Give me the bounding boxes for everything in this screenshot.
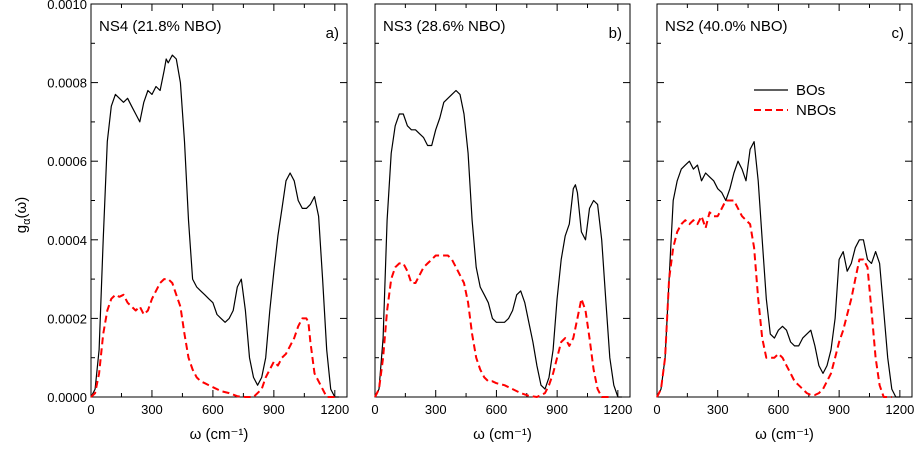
- y-tick-label: 0.0002: [47, 311, 87, 326]
- plot-frame-1: [90, 3, 348, 398]
- legend-label-nbos: NBOs: [796, 102, 836, 119]
- x-tick-label: 1200: [603, 402, 632, 417]
- x-tick-label: 300: [707, 402, 729, 417]
- y-tick-label: 0.0004: [47, 233, 87, 248]
- x-tick-label: 0: [87, 402, 94, 417]
- x-tick-label: 300: [425, 402, 447, 417]
- x-tick-label: 600: [486, 402, 508, 417]
- panel-label: a): [326, 25, 339, 42]
- plot-frame-2: [374, 3, 631, 398]
- series-line-bos: [374, 89, 622, 398]
- panel-title: NS4 (21.8% NBO): [99, 18, 222, 35]
- series-line-bos: [90, 54, 339, 398]
- x-tick-label: 900: [263, 402, 285, 417]
- plot-frame-3: [656, 3, 913, 398]
- legend-label-bos: BOs: [796, 82, 825, 99]
- x-axis-title: ω (cm⁻¹): [755, 426, 814, 443]
- x-tick-label: 900: [546, 402, 568, 417]
- y-axis-title: gα(ω): [13, 197, 33, 233]
- x-tick-label: 300: [141, 402, 163, 417]
- series-line-bos: [656, 141, 900, 398]
- x-axis-title: ω (cm⁻¹): [473, 426, 532, 443]
- y-tick-label: 0.0010: [47, 0, 87, 12]
- y-tick-label: 0.0006: [47, 154, 87, 169]
- x-axis-title: ω (cm⁻¹): [190, 426, 249, 443]
- x-tick-label: 600: [768, 402, 790, 417]
- x-tick-label: 0: [653, 402, 660, 417]
- x-tick-label: 0: [371, 402, 378, 417]
- y-tick-label: 0.0008: [47, 76, 87, 91]
- series-line-nbos: [656, 199, 892, 398]
- panel-label: c): [892, 25, 905, 42]
- x-tick-label: 1200: [320, 402, 349, 417]
- panel-label: b): [609, 25, 622, 42]
- panel-title: NS2 (40.0% NBO): [665, 18, 788, 35]
- panel-title: NS3 (28.6% NBO): [383, 18, 506, 35]
- x-tick-label: 1200: [885, 402, 914, 417]
- y-tick-label: 0.0000: [47, 390, 87, 405]
- x-tick-label: 900: [828, 402, 850, 417]
- x-tick-label: 600: [202, 402, 224, 417]
- series-line-nbos: [90, 278, 335, 398]
- series-line-nbos: [374, 254, 610, 398]
